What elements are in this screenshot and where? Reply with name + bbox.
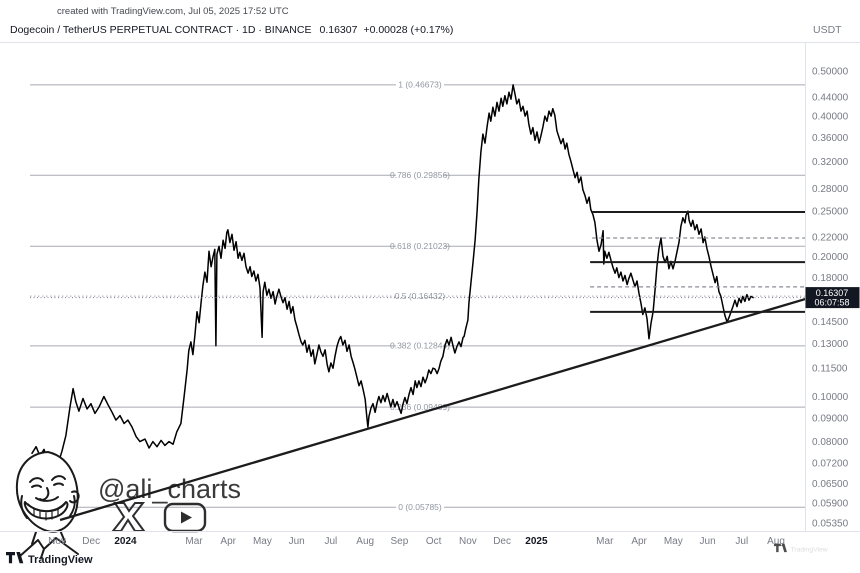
time-axis-label: Mar	[596, 536, 614, 547]
price-axis-label: 0.13000	[812, 339, 849, 350]
fib-label: 0.5 (0.16432)	[395, 291, 446, 301]
symbol-header[interactable]: Dogecoin / TetherUS PERPETUAL CONTRACT ·…	[10, 24, 453, 36]
fib-label: 0.382 (0.12844)	[390, 341, 450, 351]
youtube-play-icon	[163, 502, 207, 533]
price-axis-label: 0.10000	[812, 392, 849, 403]
price-axis-label: 0.05900	[812, 499, 849, 510]
price-line	[31, 84, 754, 470]
price-axis-label: 0.25000	[812, 207, 849, 218]
time-axis-label: Dec	[82, 536, 100, 547]
time-axis-label: Jun	[700, 536, 716, 547]
face-sketch-icon	[15, 451, 80, 559]
fib-retracement[interactable]: 1 (0.46673) 0.786 (0.29856) 0.618 (0.21023…	[30, 80, 806, 512]
price-axis-label: 0.05350	[812, 519, 849, 530]
time-axis-label: Nov	[48, 536, 66, 547]
time-axis-label: May	[664, 536, 683, 547]
created-with-note: created with TradingView.com, Jul 05, 20…	[57, 6, 289, 17]
time-axis[interactable]: Nov Dec 2024 Mar Apr May Jun Jul Aug Sep Oct Nov Dec…	[48, 536, 785, 547]
tradingview-logo-small: TradingView	[774, 543, 828, 553]
time-axis-label: May	[253, 536, 272, 547]
price-axis-label: 0.08000	[812, 437, 849, 448]
fib-label: 0.786 (0.29856)	[390, 170, 450, 180]
price-axis-label: 0.06500	[812, 479, 849, 490]
tradingview-logo-small-text: TradingView	[791, 546, 828, 553]
price-axis-label: 0.14500	[812, 317, 849, 328]
price-axis[interactable]: 0.50000 0.44000 0.40000 0.36000 0.32000 0.280…	[812, 67, 849, 530]
symbol-title: Dogecoin / TetherUS PERPETUAL CONTRACT ·…	[10, 24, 312, 36]
watermark: @ali_charts	[15, 451, 241, 559]
price-series	[31, 84, 754, 470]
time-axis-label: 2024	[114, 536, 137, 547]
pane-borders	[0, 42, 860, 532]
time-axis-label: Mar	[185, 536, 203, 547]
price-axis-label: 0.07200	[812, 458, 849, 469]
tradingview-logo-text: TradingView	[28, 554, 93, 566]
price-axis-label: 0.09000	[812, 413, 849, 424]
price-axis-label: 0.20000	[812, 252, 849, 263]
time-axis-label: Apr	[631, 536, 647, 547]
fib-label: 0 (0.05785)	[398, 502, 442, 512]
price-axis-label: 0.36000	[812, 133, 849, 144]
price-axis-label: 0.11500	[812, 364, 848, 375]
time-axis-label: 2025	[525, 536, 548, 547]
price-axis-label: 0.32000	[812, 157, 849, 168]
price-change: +0.00028	[363, 24, 408, 36]
price-axis-label: 0.18000	[812, 273, 849, 284]
time-axis-label: Nov	[459, 536, 477, 547]
price-change-pct: (+0.17%)	[410, 24, 454, 36]
current-price-value: 0.16307	[816, 288, 849, 298]
price-axis-label: 0.44000	[812, 92, 849, 103]
price-axis-label: 0.40000	[812, 112, 849, 123]
fib-label: 1 (0.46673)	[398, 80, 442, 90]
price-axis-label: 0.22000	[812, 233, 849, 244]
current-price-badge	[805, 287, 860, 309]
drawn-levels[interactable]	[590, 211, 806, 313]
fib-label: 0.618 (0.21023)	[390, 241, 450, 251]
time-axis-label: Jun	[289, 536, 305, 547]
time-axis-label: Jul	[735, 536, 748, 547]
ascending-trendline	[59, 295, 813, 522]
price-axis-label: 0.50000	[812, 67, 849, 78]
last-price: 0.16307	[319, 24, 358, 36]
time-axis-label: Oct	[426, 536, 442, 547]
price-axis-label: 0.28000	[812, 184, 849, 195]
trendline-group[interactable]	[59, 295, 813, 522]
time-axis-label: Aug	[356, 536, 374, 547]
time-axis-label: Apr	[220, 536, 236, 547]
time-axis-label: Sep	[391, 536, 409, 547]
time-axis-label: Dec	[493, 536, 511, 547]
watermark-handle: @ali_charts	[98, 474, 241, 504]
fib-label: 0.236 (0.09489)	[390, 402, 450, 412]
time-axis-label: Aug	[767, 536, 785, 547]
bar-countdown: 06:07:58	[814, 297, 849, 307]
tradingview-logo[interactable]: TradingView	[6, 552, 93, 566]
time-axis-label: Jul	[325, 536, 338, 547]
quote-currency-label: USDT	[813, 24, 842, 36]
